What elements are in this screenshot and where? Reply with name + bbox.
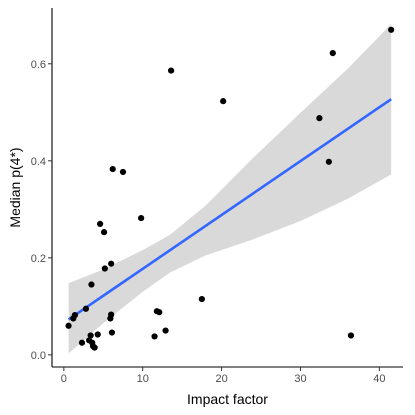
x-tick-label: 20 xyxy=(215,373,227,385)
data-point xyxy=(198,295,205,303)
x-axis-title: Impact factor xyxy=(187,391,268,407)
x-ticks: 0 10 20 30 40 xyxy=(61,367,385,385)
y-axis-title: Median p(4*) xyxy=(7,147,23,227)
data-point xyxy=(97,220,104,227)
data-point xyxy=(78,339,86,346)
data-point xyxy=(108,311,115,318)
confidence-ribbon xyxy=(68,24,392,354)
data-point xyxy=(88,281,95,288)
data-point xyxy=(109,165,116,173)
y-tick-label: 0.0 xyxy=(31,350,46,362)
data-point xyxy=(138,214,145,222)
data-point xyxy=(325,158,332,165)
data-point xyxy=(151,333,158,340)
data-point xyxy=(65,322,72,329)
confidence-ribbon-layer xyxy=(68,24,392,354)
data-point xyxy=(101,265,108,272)
y-ticks: 0.0 0.2 0.4 0.6 xyxy=(31,59,52,362)
data-point xyxy=(94,331,101,338)
data-point xyxy=(108,329,116,336)
data-point xyxy=(108,260,115,267)
x-tick-label: 30 xyxy=(294,373,306,385)
x-tick-label: 0 xyxy=(61,373,67,385)
axes-layer xyxy=(51,8,403,368)
data-point xyxy=(168,67,175,74)
data-points-layer xyxy=(65,26,395,351)
data-point xyxy=(220,98,227,105)
data-point xyxy=(91,344,98,351)
data-point xyxy=(82,305,90,312)
x-tick-label: 40 xyxy=(373,373,385,385)
x-tick-label: 10 xyxy=(137,373,149,385)
data-point xyxy=(119,168,127,176)
data-point xyxy=(329,50,336,57)
data-point xyxy=(347,332,355,339)
data-point xyxy=(162,327,169,334)
y-tick-label: 0.4 xyxy=(31,156,46,168)
data-point xyxy=(87,332,94,339)
data-point xyxy=(156,309,163,316)
regression-line xyxy=(67,98,392,321)
data-point xyxy=(316,115,323,122)
data-point xyxy=(100,229,108,236)
regression-line-layer xyxy=(67,98,392,321)
y-tick-label: 0.2 xyxy=(31,253,46,265)
data-point xyxy=(71,311,78,319)
data-point xyxy=(388,26,395,33)
y-tick-label: 0.6 xyxy=(31,59,46,71)
